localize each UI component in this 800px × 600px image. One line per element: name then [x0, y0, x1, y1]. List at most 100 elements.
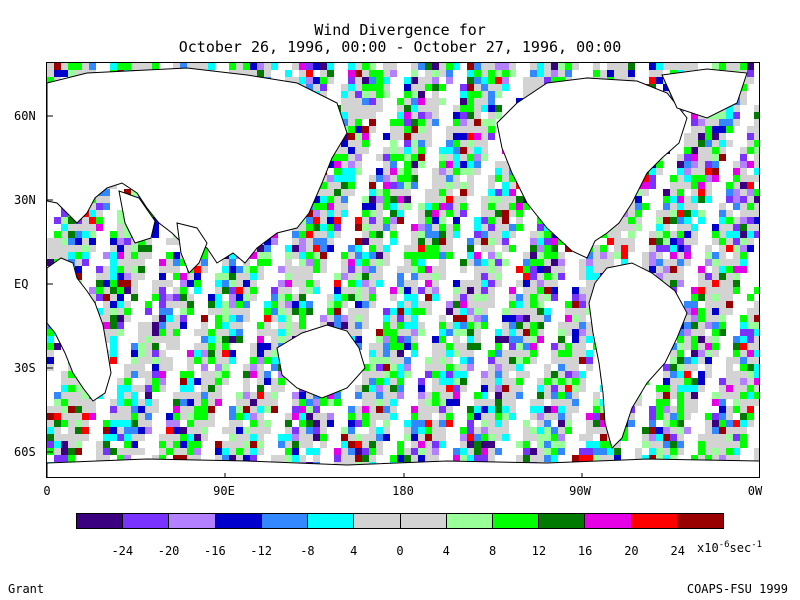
divergence-cell — [271, 399, 278, 406]
divergence-cell — [341, 301, 348, 308]
divergence-cell — [481, 231, 488, 238]
divergence-cell — [544, 406, 551, 413]
divergence-cell — [418, 378, 425, 385]
divergence-cell — [313, 266, 320, 273]
divergence-cell — [390, 336, 397, 343]
divergence-cell — [481, 399, 488, 406]
divergence-cell — [362, 315, 369, 322]
divergence-cell — [180, 308, 187, 315]
divergence-cell — [54, 406, 61, 413]
divergence-cell — [320, 413, 327, 420]
divergence-cell — [509, 336, 516, 343]
divergence-cell — [369, 343, 376, 350]
divergence-cell — [523, 448, 530, 455]
divergence-cell — [369, 350, 376, 357]
divergence-cell — [712, 315, 719, 322]
divergence-cell — [663, 392, 670, 399]
divergence-cell — [306, 245, 313, 252]
divergence-cell — [369, 84, 376, 91]
divergence-cell — [145, 406, 152, 413]
divergence-cell — [460, 196, 467, 203]
divergence-cell — [397, 182, 404, 189]
divergence-cell — [558, 434, 565, 441]
divergence-cell — [411, 259, 418, 266]
divergence-cell — [348, 266, 355, 273]
divergence-cell — [579, 448, 586, 455]
divergence-cell — [439, 189, 446, 196]
divergence-cell — [124, 308, 131, 315]
divergence-cell — [453, 392, 460, 399]
divergence-cell — [523, 343, 530, 350]
divergence-cell — [229, 329, 236, 336]
divergence-cell — [299, 308, 306, 315]
divergence-cell — [565, 357, 572, 364]
divergence-cell — [397, 105, 404, 112]
divergence-cell — [187, 378, 194, 385]
divergence-cell — [313, 399, 320, 406]
divergence-cell — [278, 378, 285, 385]
divergence-cell — [285, 77, 292, 84]
divergence-cell — [544, 392, 551, 399]
divergence-cell — [194, 420, 201, 427]
divergence-cell — [222, 364, 229, 371]
divergence-cell — [194, 280, 201, 287]
divergence-cell — [628, 217, 635, 224]
divergence-cell — [369, 441, 376, 448]
divergence-cell — [341, 182, 348, 189]
divergence-cell — [362, 434, 369, 441]
divergence-cell — [376, 448, 383, 455]
divergence-cell — [572, 364, 579, 371]
divergence-cell — [439, 385, 446, 392]
divergence-cell — [187, 308, 194, 315]
divergence-cell — [390, 147, 397, 154]
divergence-cell — [355, 91, 362, 98]
divergence-cell — [523, 84, 530, 91]
divergence-cell — [495, 406, 502, 413]
divergence-cell — [47, 238, 54, 245]
divergence-cell — [544, 441, 551, 448]
divergence-cell — [523, 329, 530, 336]
divergence-cell — [558, 343, 565, 350]
divergence-cell — [523, 441, 530, 448]
divergence-cell — [572, 294, 579, 301]
divergence-cell — [537, 231, 544, 238]
divergence-cell — [474, 322, 481, 329]
divergence-cell — [530, 336, 537, 343]
divergence-cell — [138, 343, 145, 350]
divergence-cell — [502, 392, 509, 399]
divergence-cell — [390, 126, 397, 133]
divergence-cell — [733, 161, 740, 168]
divergence-cell — [201, 364, 208, 371]
divergence-cell — [467, 420, 474, 427]
divergence-cell — [509, 364, 516, 371]
divergence-cell — [656, 385, 663, 392]
divergence-cell — [89, 63, 96, 70]
divergence-cell — [425, 371, 432, 378]
divergence-cell — [677, 350, 684, 357]
divergence-cell — [474, 140, 481, 147]
divergence-cell — [334, 203, 341, 210]
divergence-cell — [390, 238, 397, 245]
divergence-cell — [537, 308, 544, 315]
divergence-cell — [488, 224, 495, 231]
divergence-cell — [145, 308, 152, 315]
divergence-cell — [719, 273, 726, 280]
divergence-cell — [285, 273, 292, 280]
divergence-cell — [131, 364, 138, 371]
divergence-cell — [348, 252, 355, 259]
divergence-cell — [411, 84, 418, 91]
divergence-cell — [334, 287, 341, 294]
divergence-cell — [495, 385, 502, 392]
divergence-cell — [271, 238, 278, 245]
divergence-cell — [467, 182, 474, 189]
divergence-cell — [341, 434, 348, 441]
divergence-cell — [467, 133, 474, 140]
divergence-cell — [530, 406, 537, 413]
divergence-cell — [271, 378, 278, 385]
divergence-cell — [362, 105, 369, 112]
divergence-cell — [502, 350, 509, 357]
divergence-cell — [726, 189, 733, 196]
divergence-cell — [726, 238, 733, 245]
divergence-cell — [117, 273, 124, 280]
divergence-cell — [467, 112, 474, 119]
